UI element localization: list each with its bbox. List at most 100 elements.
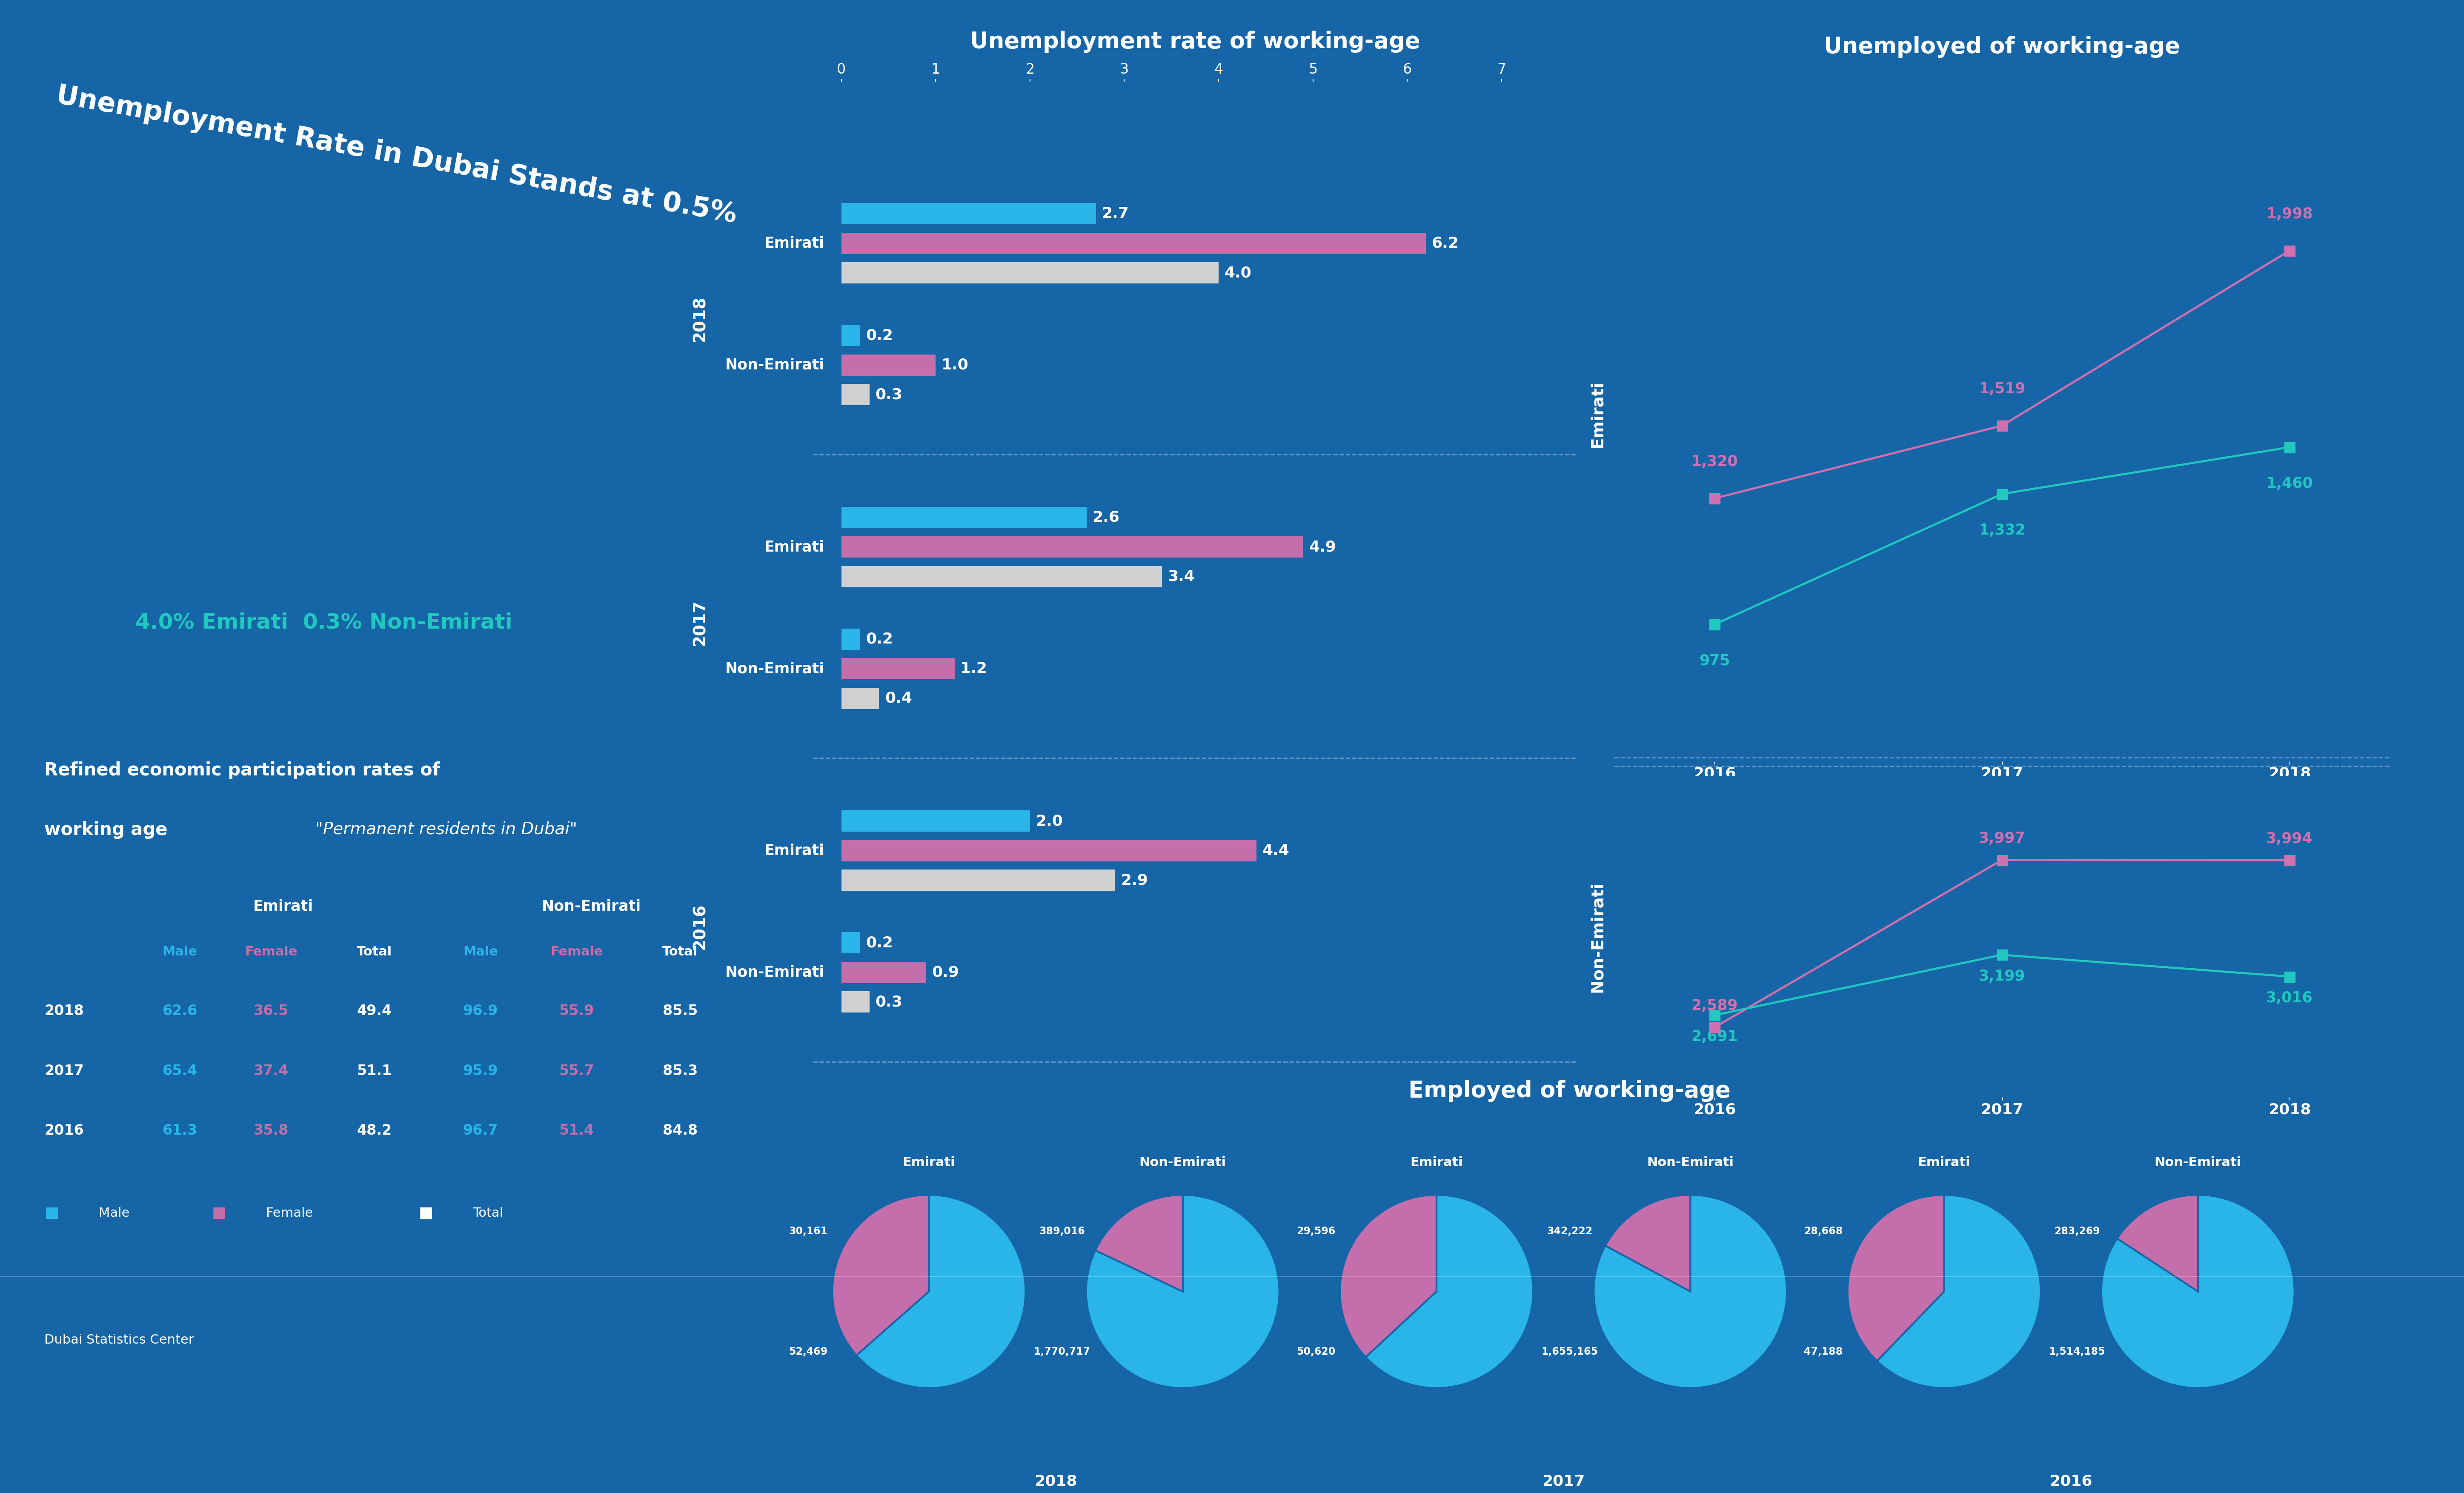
- Text: 2017: 2017: [692, 600, 707, 645]
- Y-axis label: Emirati: Emirati: [1589, 381, 1607, 448]
- Text: "Permanent residents in Dubai": "Permanent residents in Dubai": [315, 821, 577, 838]
- Wedge shape: [1604, 1194, 1690, 1291]
- Text: 85.3: 85.3: [663, 1065, 697, 1078]
- Title: Emirati: Emirati: [1409, 1156, 1464, 1169]
- Text: 1.0: 1.0: [941, 358, 968, 372]
- Y-axis label: Non-Emirati: Non-Emirati: [1589, 881, 1607, 993]
- Text: 0.2: 0.2: [865, 328, 892, 342]
- Text: 1,332: 1,332: [1979, 523, 2025, 537]
- Text: 2018: 2018: [692, 296, 707, 342]
- Text: 61.3: 61.3: [163, 1124, 197, 1138]
- Text: 6.2: 6.2: [1432, 236, 1459, 251]
- Wedge shape: [1096, 1194, 1183, 1291]
- Text: 0.9: 0.9: [931, 964, 958, 979]
- Title: Emirati: Emirati: [902, 1156, 956, 1169]
- Wedge shape: [1365, 1194, 1533, 1388]
- Bar: [840, 629, 860, 649]
- Bar: [840, 932, 860, 954]
- Text: 4.0: 4.0: [1225, 266, 1252, 281]
- Text: 96.9: 96.9: [463, 1005, 498, 1018]
- Text: Male: Male: [463, 945, 498, 959]
- Text: 975: 975: [1700, 654, 1730, 667]
- Text: Emirati: Emirati: [764, 236, 825, 251]
- Text: 4.4: 4.4: [1262, 844, 1289, 858]
- Text: Emirati: Emirati: [254, 899, 313, 914]
- Text: ■: ■: [419, 1205, 434, 1220]
- Text: 35.8: 35.8: [254, 1124, 288, 1138]
- Text: 2018: 2018: [1035, 1474, 1077, 1489]
- Text: Non-Emirati: Non-Emirati: [724, 661, 825, 676]
- Text: 51.1: 51.1: [357, 1065, 392, 1078]
- Bar: [840, 506, 1087, 529]
- Text: 85.5: 85.5: [663, 1005, 697, 1018]
- Text: 2017: 2017: [44, 1065, 84, 1078]
- Text: Female: Female: [266, 1206, 313, 1220]
- Bar: [840, 566, 1163, 587]
- Text: 2.7: 2.7: [1101, 206, 1129, 221]
- Text: 2016: 2016: [44, 1124, 84, 1138]
- Text: 1.2: 1.2: [961, 661, 988, 676]
- Title: Non-Emirati: Non-Emirati: [1138, 1156, 1227, 1169]
- Text: Non-Emirati: Non-Emirati: [542, 899, 641, 914]
- Text: 389,016: 389,016: [1040, 1226, 1084, 1236]
- Text: working age: working age: [44, 821, 175, 839]
- Bar: [840, 325, 860, 346]
- Bar: [840, 991, 870, 1012]
- Text: 52,469: 52,469: [788, 1347, 828, 1357]
- Text: 3,199: 3,199: [1979, 969, 2025, 984]
- Text: 4.0% Emirati  0.3% Non-Emirati: 4.0% Emirati 0.3% Non-Emirati: [136, 612, 513, 633]
- Text: 0.4: 0.4: [885, 691, 912, 706]
- Wedge shape: [857, 1194, 1025, 1388]
- Text: Refined economic participation rates of: Refined economic participation rates of: [44, 761, 441, 779]
- Text: Total: Total: [357, 945, 392, 959]
- Text: 2016: 2016: [692, 903, 707, 950]
- Text: Female: Female: [244, 945, 298, 959]
- Bar: [840, 688, 880, 709]
- Bar: [840, 354, 936, 376]
- Text: 0.3: 0.3: [875, 994, 902, 1009]
- Text: Non-Emirati: Non-Emirati: [724, 964, 825, 979]
- Text: Female: Female: [549, 945, 604, 959]
- Text: 29,596: 29,596: [1296, 1226, 1335, 1236]
- Text: 50,620: 50,620: [1296, 1347, 1335, 1357]
- Wedge shape: [2117, 1194, 2198, 1291]
- Text: 2016: 2016: [2050, 1474, 2092, 1489]
- Text: 4.9: 4.9: [1308, 540, 1335, 554]
- Text: 2.9: 2.9: [1121, 873, 1148, 887]
- Text: 55.7: 55.7: [559, 1065, 594, 1078]
- Title: Non-Emirati: Non-Emirati: [1646, 1156, 1735, 1169]
- Wedge shape: [1878, 1194, 2040, 1388]
- Wedge shape: [1594, 1194, 1786, 1388]
- Text: 2017: 2017: [1542, 1474, 1584, 1489]
- Text: 96.7: 96.7: [463, 1124, 498, 1138]
- Text: Emirati: Emirati: [764, 540, 825, 554]
- Text: 2,691: 2,691: [1690, 1030, 1737, 1044]
- Wedge shape: [2102, 1194, 2294, 1388]
- Text: 1,655,165: 1,655,165: [1542, 1347, 1597, 1357]
- Text: 28,668: 28,668: [1804, 1226, 1843, 1236]
- Text: 1,998: 1,998: [2267, 208, 2314, 221]
- Text: 0.2: 0.2: [865, 632, 892, 646]
- Text: 3.4: 3.4: [1168, 569, 1195, 584]
- Text: Emirati: Emirati: [764, 844, 825, 858]
- Text: 342,222: 342,222: [1547, 1226, 1592, 1236]
- Text: 2.0: 2.0: [1035, 814, 1062, 829]
- Wedge shape: [1848, 1194, 1944, 1362]
- Wedge shape: [1340, 1194, 1437, 1357]
- Text: 65.4: 65.4: [163, 1065, 197, 1078]
- Text: 95.9: 95.9: [463, 1065, 498, 1078]
- Text: ■: ■: [212, 1205, 227, 1220]
- Text: 0.2: 0.2: [865, 936, 892, 950]
- Text: 36.5: 36.5: [254, 1005, 288, 1018]
- Bar: [840, 384, 870, 405]
- Text: 1,770,717: 1,770,717: [1035, 1347, 1089, 1357]
- Text: 1,519: 1,519: [1979, 382, 2025, 397]
- Bar: [840, 841, 1257, 861]
- Text: 3,994: 3,994: [2267, 832, 2314, 847]
- Text: 3,016: 3,016: [2267, 991, 2314, 1005]
- Text: ■: ■: [44, 1205, 59, 1220]
- Bar: [840, 203, 1096, 224]
- Text: 48.2: 48.2: [357, 1124, 392, 1138]
- Text: Non-Emirati: Non-Emirati: [724, 358, 825, 372]
- Text: Male: Male: [163, 945, 197, 959]
